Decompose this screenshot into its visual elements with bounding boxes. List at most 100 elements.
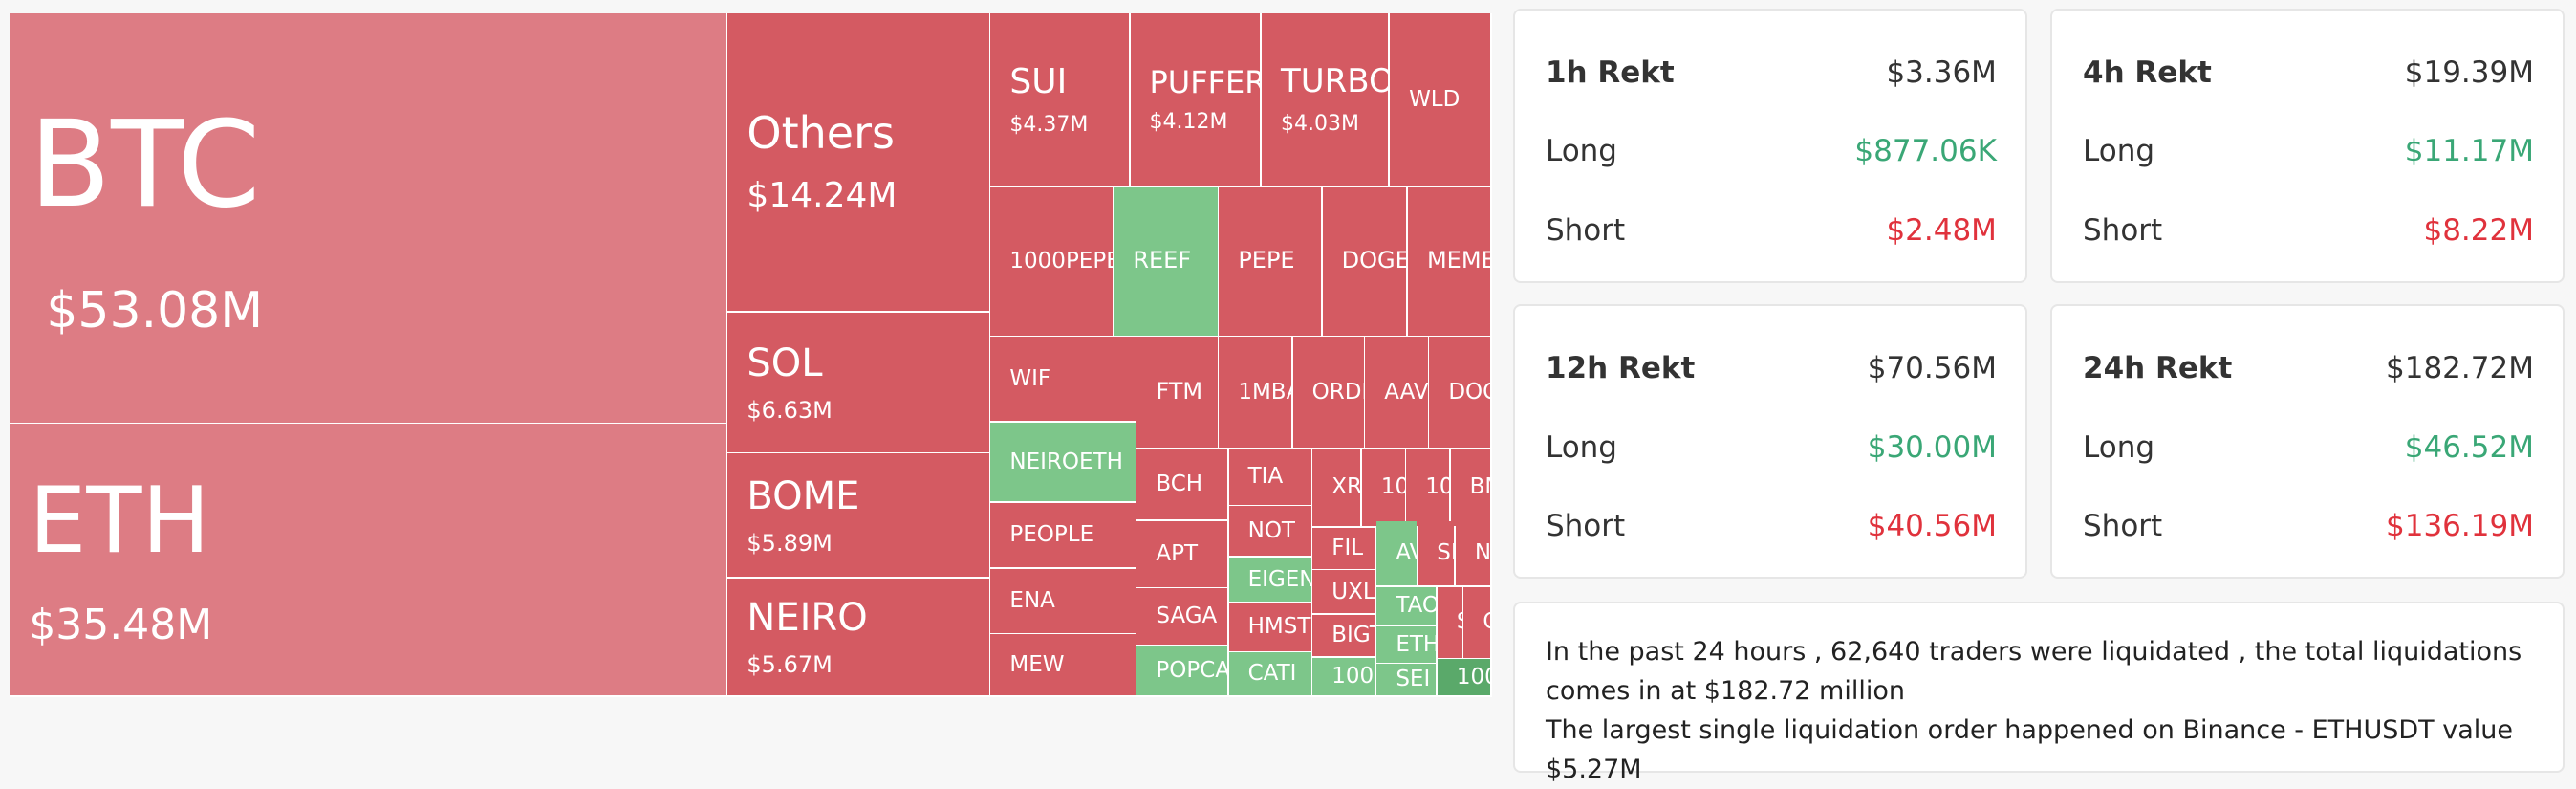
treemap-tile[interactable]: PEOPLE	[990, 502, 1136, 567]
treemap-tile[interactable]: BNB	[1450, 449, 1490, 526]
treemap-tile[interactable]: DOGS	[1429, 337, 1490, 448]
treemap-tile[interactable]: REEF	[1114, 186, 1218, 336]
card-title: 12h Rekt	[1545, 351, 1696, 385]
tile-label: SUI	[1009, 62, 1068, 102]
tile-value: $35.48M	[29, 601, 213, 650]
tile-label: TURBO	[1281, 62, 1389, 101]
treemap-tile[interactable]: SEI	[1376, 664, 1437, 696]
tile-label: NOT	[1247, 517, 1295, 543]
card-row: Short $40.56M	[1546, 509, 1997, 543]
tile-label: TIA	[1247, 464, 1284, 490]
treemap-tile[interactable]: S	[1437, 586, 1462, 658]
tile-label: PEPE	[1238, 247, 1295, 274]
treemap-tile[interactable]: TURBO $4.03M	[1262, 12, 1389, 186]
row-label: Short	[2083, 509, 2163, 543]
row-label: Long	[2083, 429, 2155, 465]
treemap-tile[interactable]: XRP	[1312, 449, 1361, 526]
card-title: 4h Rekt	[2083, 55, 2212, 90]
treemap-tile[interactable]: ETHFI	[1376, 625, 1437, 663]
treemap-tile[interactable]: BIGTIME	[1312, 614, 1375, 656]
treemap-tile[interactable]: DOGE	[1322, 186, 1407, 336]
tile-label: 100	[1456, 664, 1490, 690]
rekt-card: 4h Rekt $19.39M Long $11.17M Short $8.22M	[2050, 8, 2565, 283]
tile-label: N	[1474, 540, 1490, 566]
treemap-tile[interactable]: NEIROETH	[990, 422, 1136, 502]
treemap-tile[interactable]: BTC $53.08M	[10, 12, 726, 423]
treemap-tile[interactable]: AVAX	[1376, 520, 1417, 585]
treemap-tile[interactable]: Others $14.24M	[727, 12, 989, 311]
row-label: Long	[2083, 134, 2155, 169]
row-label: Short	[1545, 212, 1626, 248]
summary-card: In the past 24 hours , 62,640 traders we…	[1512, 602, 2565, 784]
tile-label: APT	[1156, 541, 1199, 566]
row-value: $8.22M	[2423, 212, 2534, 248]
treemap-tile[interactable]: BOME $5.89M	[727, 453, 989, 578]
treemap-tile[interactable]: N	[1455, 520, 1490, 585]
treemap-tile[interactable]: HMSTR	[1228, 603, 1311, 651]
treemap-tile[interactable]: WIF	[990, 337, 1136, 421]
tile-label: NEIRO	[747, 596, 868, 641]
treemap-tile[interactable]: ENA	[990, 568, 1136, 633]
treemap-tile[interactable]: NOT	[1228, 506, 1311, 556]
treemap-tile[interactable]: CATI	[1228, 652, 1311, 696]
treemap-tile[interactable]: ORDI	[1292, 337, 1364, 448]
row-value: $136.19M	[2386, 509, 2534, 543]
tile-label: Others	[747, 107, 895, 160]
tile-value: $4.03M	[1281, 111, 1359, 136]
treemap-tile[interactable]: APT	[1136, 520, 1227, 587]
treemap-tile[interactable]: SOL $6.63M	[727, 312, 989, 452]
treemap-tile[interactable]: FIL	[1312, 527, 1375, 569]
row-value: $30.00M	[1867, 429, 1997, 465]
treemap-tile[interactable]: SUI $4.37M	[990, 12, 1129, 186]
treemap-tile[interactable]: 10	[1361, 449, 1405, 526]
tile-label: MEME	[1426, 247, 1490, 274]
tile-label: PUFFER	[1149, 63, 1261, 100]
treemap-tile[interactable]: PUFFER $4.12M	[1130, 12, 1261, 186]
row-label: Long	[1545, 134, 1617, 169]
row-value: $877.06K	[1854, 134, 1997, 169]
tile-label: SI	[1437, 540, 1454, 566]
treemap-tile[interactable]: AAVE	[1365, 337, 1428, 448]
treemap-tile[interactable]: MEW	[990, 634, 1136, 696]
card-title: 1h Rekt	[1545, 55, 1675, 90]
treemap-tile[interactable]: UXLINK	[1312, 570, 1375, 614]
row-value: $46.52M	[2404, 429, 2534, 465]
treemap-tile[interactable]: ETH $35.48M	[10, 424, 726, 696]
tile-label: FTM	[1156, 378, 1203, 405]
card-row: Short $8.22M	[2083, 213, 2534, 248]
treemap-tile[interactable]: MEME	[1407, 186, 1490, 336]
card-row: Long $11.17M	[2083, 134, 2534, 168]
treemap-tile[interactable]: BCH	[1136, 449, 1227, 520]
treemap-tile[interactable]: 1000PEPE	[990, 186, 1113, 336]
treemap-tile[interactable]: SI	[1418, 520, 1455, 585]
treemap-tile[interactable]: PEPE	[1219, 186, 1321, 336]
treemap-tile[interactable]: TAO	[1376, 586, 1437, 625]
tile-label: ORDI	[1311, 379, 1364, 405]
treemap-tile[interactable]: WLD	[1390, 12, 1490, 186]
card-total: $182.72M	[2386, 351, 2534, 385]
tile-value: $14.24M	[747, 176, 898, 216]
card-row: Long $877.06K	[1546, 134, 1997, 168]
treemap-tile[interactable]: 1000	[1312, 657, 1375, 696]
tile-label: S	[1457, 609, 1462, 634]
tile-label: SAGA	[1156, 603, 1218, 629]
treemap-tile[interactable]: TIA	[1228, 449, 1311, 505]
tile-label: DOGE	[1341, 247, 1407, 274]
treemap-tile[interactable]: 10	[1406, 449, 1449, 526]
treemap-tile[interactable]: 1MBABYDOGE	[1219, 337, 1291, 448]
treemap-tile[interactable]: 100	[1437, 659, 1490, 696]
tile-label: MEW	[1009, 652, 1065, 678]
treemap-tile[interactable]: SAGA	[1136, 588, 1227, 645]
treemap-tile[interactable]: C	[1463, 586, 1490, 658]
card-total: $70.56M	[1867, 351, 1997, 385]
tile-label: FIL	[1331, 535, 1364, 560]
treemap-tile[interactable]: EIGEN	[1228, 557, 1311, 603]
row-value: $40.56M	[1867, 509, 1997, 543]
summary-line: The largest single liquidation order hap…	[1545, 715, 2513, 785]
treemap-tile[interactable]: FTM	[1136, 337, 1218, 448]
treemap-tile[interactable]: NEIRO $5.67M	[727, 579, 989, 696]
tile-label: BIGTIME	[1331, 623, 1375, 648]
summary-line: In the past 24 hours , 62,640 traders we…	[1545, 637, 2522, 707]
